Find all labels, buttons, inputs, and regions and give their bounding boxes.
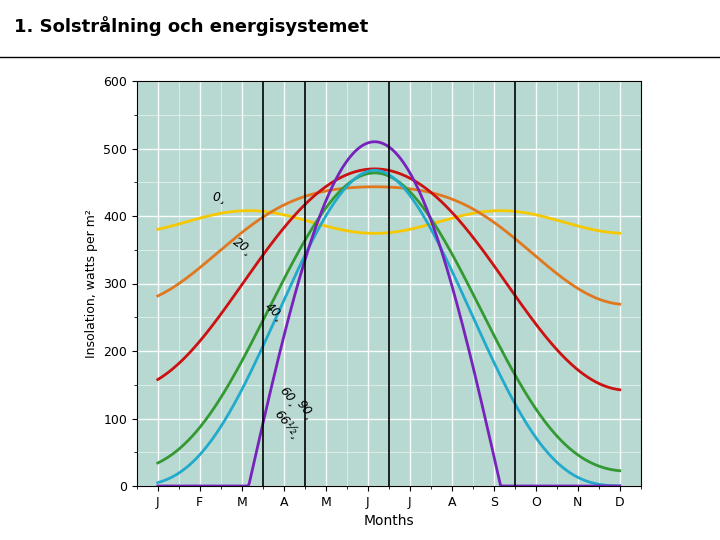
Text: 66½¸: 66½¸: [271, 407, 303, 442]
Y-axis label: Insolation, watts per m²: Insolation, watts per m²: [84, 209, 97, 358]
Text: 90¸: 90¸: [294, 397, 318, 422]
Text: 0¸: 0¸: [212, 191, 227, 204]
Text: 40¸: 40¸: [263, 300, 288, 324]
Text: 20¸: 20¸: [231, 235, 257, 258]
Text: 1. Solstrålning och energisystemet: 1. Solstrålning och energisystemet: [14, 16, 369, 36]
X-axis label: Months: Months: [364, 514, 414, 528]
Text: 60¸: 60¸: [277, 384, 302, 410]
